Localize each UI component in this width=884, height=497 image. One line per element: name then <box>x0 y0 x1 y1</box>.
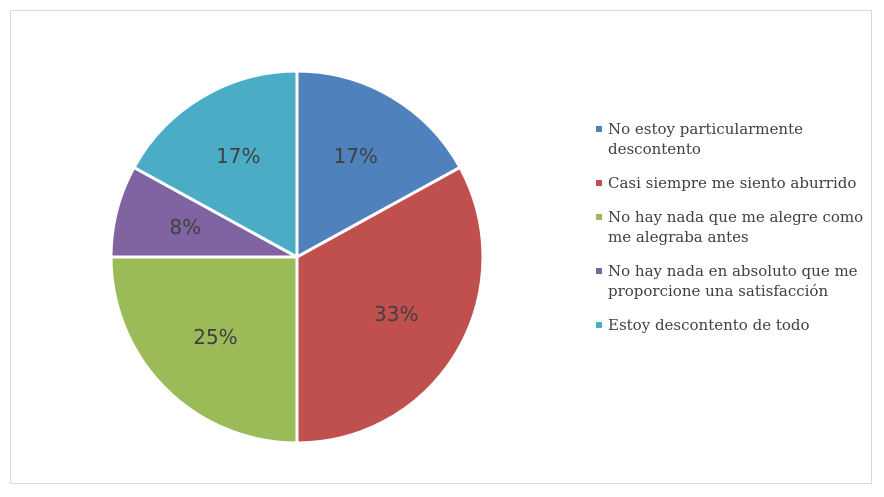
pie-slice <box>295 69 463 260</box>
legend-swatch <box>596 214 602 220</box>
legend-label: No estoy particularmente descontento <box>608 120 803 158</box>
legend-label: No hay nada que me alegre como me alegra… <box>608 208 864 246</box>
pie-data-label: 8% <box>169 215 201 239</box>
pie-data-label: 25% <box>193 325 237 349</box>
legend-item: No hay nada en absoluto que me proporcio… <box>596 261 884 301</box>
legend-label: No hay nada en absoluto que me proporcio… <box>608 262 858 300</box>
pie-data-label: 33% <box>374 302 418 326</box>
legend-label: Casi siempre me siento aburrido <box>608 174 857 192</box>
pie-data-label: 17% <box>216 144 260 168</box>
pie-slice <box>109 165 298 259</box>
chart-legend: No estoy particularmente descontento Cas… <box>596 119 884 349</box>
pie-slice <box>109 255 299 445</box>
legend-item: Casi siempre me siento aburrido <box>596 173 884 193</box>
legend-item: No hay nada que me alegre como me alegra… <box>596 207 884 247</box>
chart-frame: 17% 33% 25% 8% 17% No estoy particularmente … <box>10 10 872 484</box>
legend-swatch <box>596 322 602 328</box>
legend-item: Estoy descontento de todo <box>596 315 884 335</box>
pie-slice <box>295 165 485 445</box>
pie-chart: 17% 33% 25% 8% 17% <box>109 69 485 445</box>
legend-label: Estoy descontento de todo <box>608 316 810 334</box>
legend-swatch <box>596 268 602 274</box>
legend-item: No estoy particularmente descontento <box>596 119 884 159</box>
legend-swatch <box>596 180 602 186</box>
pie-slice <box>131 69 299 260</box>
legend-swatch <box>596 126 602 132</box>
pie-data-label: 17% <box>333 144 377 168</box>
